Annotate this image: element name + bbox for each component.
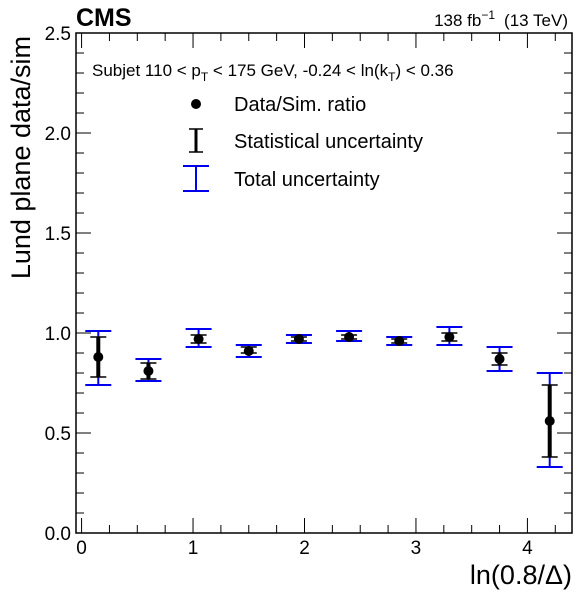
selection-text: Subjet 110 < pT < 175 GeV, -0.24 < ln(kT… xyxy=(92,61,454,84)
x-tick-label: 1 xyxy=(188,538,199,559)
data-point xyxy=(344,332,355,342)
experiment-label: CMS xyxy=(76,4,132,32)
lumi-value: 138 fb xyxy=(434,11,481,30)
x-tick-label: 0 xyxy=(76,538,87,559)
pt-subscript: T xyxy=(201,70,209,84)
data-point xyxy=(544,416,555,426)
selection-suffix: ) < 0.36 xyxy=(395,61,453,80)
y-tick-label: 1.0 xyxy=(45,324,71,345)
data-point xyxy=(293,334,304,344)
x-axis-title: ln(0.8/Δ) xyxy=(470,560,572,590)
legend-label-total: Total uncertainty xyxy=(234,169,380,191)
y-tick-label: 0.0 xyxy=(45,524,71,545)
legend-marker-total xyxy=(183,165,209,192)
legend-marker-ratio xyxy=(191,99,201,109)
y-axis-title: Lund plane data/sim xyxy=(6,36,36,279)
data-point xyxy=(494,354,505,364)
data-point xyxy=(243,346,254,356)
data-point xyxy=(93,352,104,362)
tick-labels: 0 1 2 3 4 0.0 0.5 1.0 1.5 2.0 2.5 xyxy=(45,24,534,559)
data-marks xyxy=(85,326,563,468)
legend-marker-stat xyxy=(189,128,203,153)
y-tick-label: 0.5 xyxy=(45,424,71,445)
selection-mid: < 175 GeV, -0.24 < ln(k xyxy=(208,61,388,80)
y-tick-label: 1.5 xyxy=(45,224,71,245)
legend-label-ratio: Data/Sim. ratio xyxy=(234,94,366,116)
x-tick-label: 3 xyxy=(411,538,422,559)
x-tick-label: 2 xyxy=(299,538,310,559)
data-point xyxy=(193,334,204,344)
energy-label: (13 TeV) xyxy=(504,11,568,30)
y-tick-label: 2.0 xyxy=(45,124,71,145)
selection-prefix: Subjet 110 < p xyxy=(92,61,201,80)
legend-label-stat: Statistical uncertainty xyxy=(234,131,423,153)
luminosity-label: 138 fb−1 (13 TeV) xyxy=(434,8,568,30)
axis-ticks xyxy=(76,32,572,534)
data-point xyxy=(143,366,154,376)
plot-frame xyxy=(75,32,573,534)
legend: Data/Sim. ratio Statistical uncertainty … xyxy=(183,94,423,192)
data-point xyxy=(444,332,455,342)
x-tick-label: 4 xyxy=(522,538,533,559)
data-point xyxy=(394,336,405,346)
kt-subscript: T xyxy=(388,70,396,84)
y-tick-label: 2.5 xyxy=(45,24,71,45)
lumi-exponent: −1 xyxy=(481,8,495,22)
